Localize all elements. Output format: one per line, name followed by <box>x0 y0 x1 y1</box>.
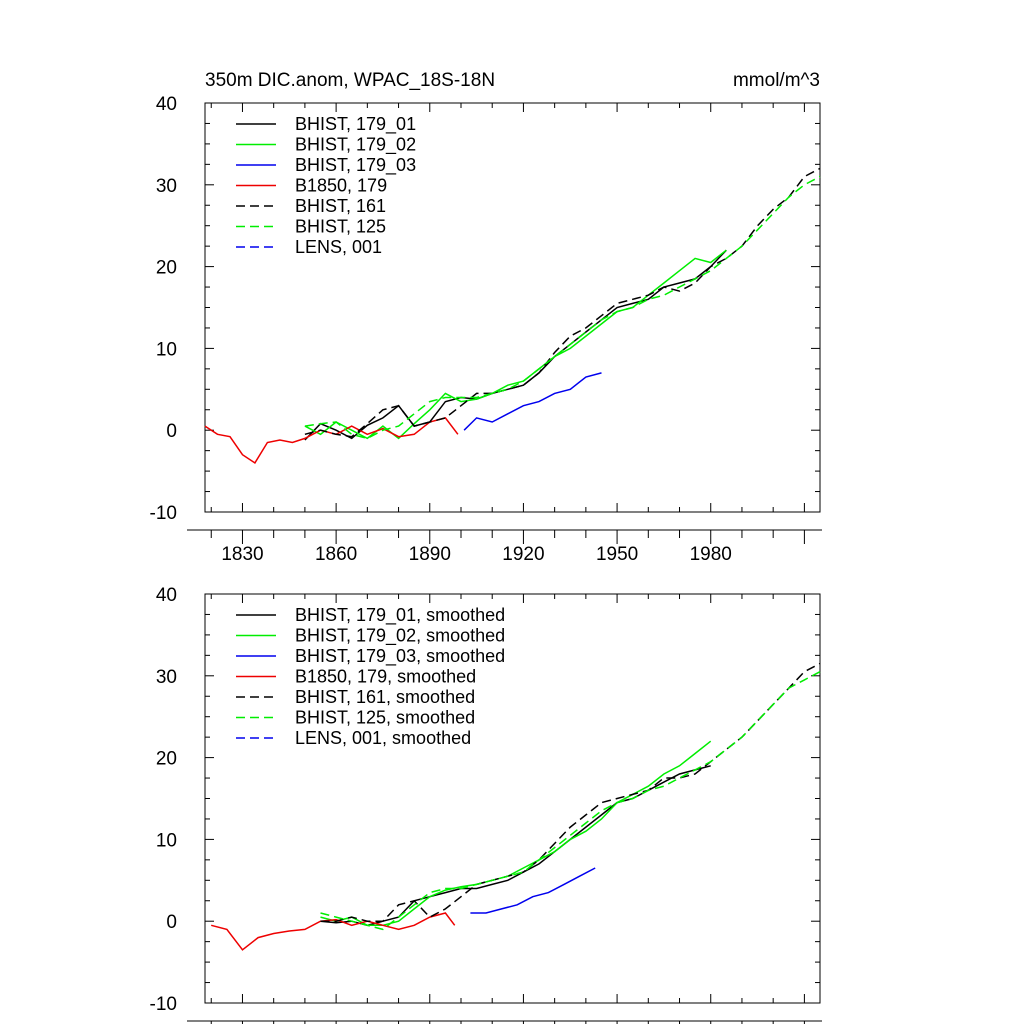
series-line <box>463 372 602 431</box>
x-tick-label: 1980 <box>690 544 732 565</box>
series-line <box>320 671 821 931</box>
chart-title: 350m DIC.anom, WPAC_18S-18N <box>205 70 495 91</box>
legend-label: BHIST, 161, smoothed <box>295 687 475 707</box>
series-line <box>304 249 727 441</box>
y-tick-label: 10 <box>156 339 177 360</box>
axes: -10 0 10 20 30 40 <box>150 585 822 1024</box>
legend-label: B1850, 179 <box>295 176 387 196</box>
legend-label: BHIST, 125 <box>295 217 386 237</box>
series-lines <box>204 167 821 464</box>
series-line <box>211 912 456 951</box>
y-tick-label: 10 <box>156 830 177 851</box>
series-line <box>320 662 821 922</box>
legend-label: BHIST, 161 <box>295 196 386 216</box>
x-tick-label: 1950 <box>596 544 638 565</box>
series-line <box>470 867 596 914</box>
x-tick-label: 1890 <box>409 544 451 565</box>
legend-label: BHIST, 125, smoothed <box>295 708 475 728</box>
y-tick-label: -10 <box>150 503 177 524</box>
series-line <box>320 765 711 927</box>
legend-label: LENS, 001 <box>295 237 382 257</box>
legend-label: BHIST, 179_03, smoothed <box>295 646 505 667</box>
x-tick-label: 1920 <box>502 544 544 565</box>
series-lines <box>211 662 821 951</box>
legend-label: LENS, 001, smoothed <box>295 728 471 748</box>
y-tick-label: 40 <box>156 94 177 115</box>
y-tick-label: 20 <box>156 258 177 279</box>
y-tick-label: -10 <box>150 994 177 1015</box>
legend-label: BHIST, 179_01 <box>295 114 416 135</box>
y-tick-label: 20 <box>156 749 177 770</box>
series-line <box>304 175 821 440</box>
units-label: mmol/m^3 <box>733 70 820 91</box>
y-tick-label: 30 <box>156 667 177 688</box>
top-panel: 350m DIC.anom, WPAC_18S-18N mmol/m^3 -10… <box>150 70 822 565</box>
legend-label: BHIST, 179_02 <box>295 135 416 156</box>
legend-label: BHIST, 179_02, smoothed <box>295 626 505 647</box>
x-tick-label: 1830 <box>221 544 263 565</box>
series-line <box>320 740 712 927</box>
y-tick-label: 30 <box>156 176 177 197</box>
series-line <box>304 249 727 440</box>
y-tick-label: 0 <box>166 421 177 442</box>
legend-label: BHIST, 179_03 <box>295 155 416 176</box>
x-tick-label: 1860 <box>315 544 357 565</box>
axes: -10 0 10 20 30 40 1830 1860 1890 1920 1950 1980 <box>150 94 822 565</box>
y-tick-label: 0 <box>166 912 177 933</box>
legend-label: B1850, 179, smoothed <box>295 667 476 687</box>
legend-label: BHIST, 179_01, smoothed <box>295 605 505 626</box>
y-tick-label: 40 <box>156 585 177 606</box>
series-line <box>304 167 821 438</box>
